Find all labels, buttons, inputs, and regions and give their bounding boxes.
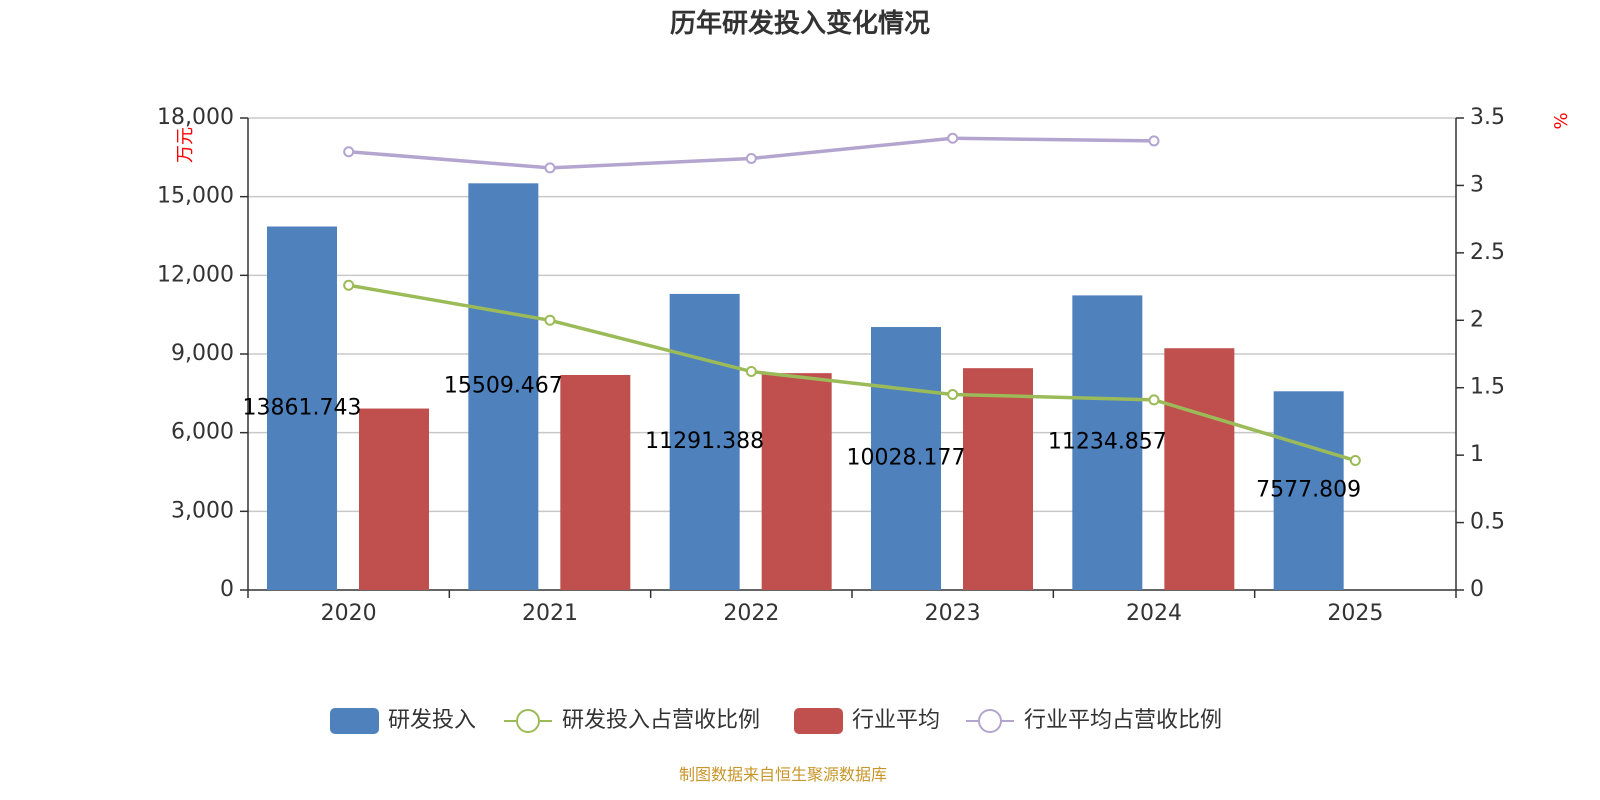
- left-axis-tick-label: 18,000: [157, 105, 234, 130]
- x-axis-tick-label: 2022: [723, 601, 779, 626]
- bar-rd-2022[interactable]: [669, 293, 740, 590]
- rd-data-label: 7577.809: [1256, 478, 1361, 503]
- right-axis-tick-label: 1: [1470, 442, 1484, 467]
- right-axis-tick-label: 3.5: [1470, 105, 1505, 130]
- chart-title: 历年研发投入变化情况: [670, 8, 930, 39]
- industry-ratio-point-2020[interactable]: [343, 146, 355, 158]
- right-axis-tick-label: 1.5: [1470, 375, 1505, 400]
- legend-label-rd: 研发投入: [388, 708, 476, 733]
- rd-ratio-point-2022[interactable]: [745, 366, 757, 378]
- source-note: 制图数据来自恒生聚源数据库: [679, 765, 887, 784]
- rd-ratio-point-2025[interactable]: [1349, 455, 1361, 467]
- x-axis-tick-label: 2020: [321, 601, 377, 626]
- bar-rd-2021[interactable]: [468, 183, 539, 590]
- legend-swatch-marker-rd-ratio: [516, 709, 540, 733]
- legend-item-rd[interactable]: 研发投入: [330, 708, 476, 734]
- bar-rd-2024[interactable]: [1072, 295, 1143, 590]
- legend-swatch-marker-industry-ratio: [978, 709, 1002, 733]
- legend-label-industry-avg: 行业平均: [852, 708, 940, 733]
- left-axis-tick-label: 9,000: [171, 341, 234, 366]
- rd-ratio-point-2020[interactable]: [343, 279, 355, 291]
- legend-label-rd-ratio: 研发投入占营收比例: [562, 708, 760, 733]
- rd-ratio-line: [348, 283, 1356, 463]
- rd-data-label: 15509.467: [444, 374, 563, 399]
- right-axis-tick-label: 0.5: [1470, 510, 1505, 535]
- bar-industry-avg-2022[interactable]: [761, 373, 832, 590]
- industry-ratio-point-2024[interactable]: [1148, 135, 1160, 147]
- left-axis-tick-label: 0: [220, 577, 234, 602]
- industry-ratio-point-2023[interactable]: [947, 132, 959, 144]
- x-axis-tick-label: 2023: [925, 601, 981, 626]
- x-axis-tick-label: 2025: [1327, 601, 1383, 626]
- x-axis-tick-label: 2021: [522, 601, 578, 626]
- rd-data-label: 11291.388: [645, 429, 764, 454]
- industry-ratio-point-2021[interactable]: [544, 162, 556, 174]
- left-axis-tick-label: 3,000: [171, 498, 234, 523]
- legend[interactable]: 研发投入 研发投入占营收比例 行业平均 行业平均占营收比例: [330, 708, 1222, 734]
- right-axis-tick-label: 3: [1470, 172, 1484, 197]
- rd-ratio-point-2023[interactable]: [947, 388, 959, 400]
- right-axis-tick-label: 2: [1470, 307, 1484, 332]
- bar-rd-2020[interactable]: [267, 226, 337, 591]
- bar-industry-avg-2020[interactable]: [359, 408, 429, 590]
- left-axis-tick-label: 15,000: [157, 184, 234, 209]
- legend-item-rd-ratio[interactable]: 研发投入占营收比例: [504, 708, 760, 733]
- line-series: [343, 132, 1361, 467]
- legend-swatch-industry-avg: [794, 708, 843, 734]
- rd-data-label: 10028.177: [847, 446, 966, 471]
- legend-label-industry-ratio: 行业平均占营收比例: [1024, 708, 1222, 733]
- bar-industry-avg-2023[interactable]: [963, 368, 1033, 590]
- right-axis-unit: %: [1551, 112, 1572, 129]
- right-axis-tick-label: 2.5: [1470, 240, 1505, 265]
- left-axis-unit: 万元: [175, 127, 196, 163]
- legend-item-industry-ratio[interactable]: 行业平均占营收比例: [966, 708, 1222, 733]
- bar-industry-avg-2021[interactable]: [560, 374, 631, 590]
- rd-data-label: 11234.857: [1048, 430, 1167, 455]
- industry-ratio-point-2022[interactable]: [745, 152, 757, 164]
- axes: 03,0006,0009,00012,00015,00018,00000.511…: [157, 105, 1505, 626]
- x-axis-tick-label: 2024: [1126, 601, 1182, 626]
- bar-industry-avg-2024[interactable]: [1164, 348, 1235, 590]
- rd-ratio-point-2024[interactable]: [1148, 394, 1160, 406]
- left-axis-tick-label: 12,000: [157, 262, 234, 287]
- left-axis-tick-label: 6,000: [171, 420, 234, 445]
- bar-series: [267, 183, 1344, 591]
- rd-data-label: 13861.743: [243, 395, 362, 420]
- bar-rd-2023[interactable]: [871, 327, 941, 590]
- grid-lines: [248, 117, 1456, 513]
- legend-item-industry-avg[interactable]: 行业平均: [794, 708, 940, 734]
- bar-rd-2025[interactable]: [1273, 391, 1344, 590]
- right-axis-tick-label: 0: [1470, 577, 1484, 602]
- rd-ratio-point-2021[interactable]: [544, 314, 556, 326]
- data-labels: 13861.743 15509.467 11291.388 10028.177 1123…: [243, 374, 1362, 503]
- legend-swatch-rd: [330, 708, 379, 734]
